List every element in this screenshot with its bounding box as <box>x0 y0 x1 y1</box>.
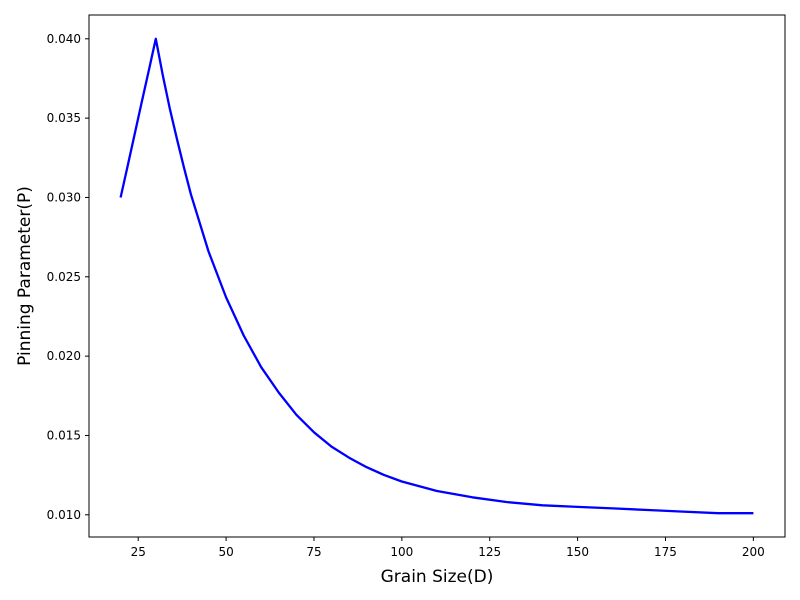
x-tick-label: 150 <box>566 545 589 559</box>
x-tick-label: 175 <box>654 545 677 559</box>
x-tick-label: 100 <box>390 545 413 559</box>
y-tick-label: 0.030 <box>47 190 81 204</box>
plot-frame <box>88 14 786 538</box>
x-tick-label: 75 <box>306 545 321 559</box>
y-tick-label: 0.035 <box>47 111 81 125</box>
plot-area <box>89 15 785 537</box>
y-axis-title: Pinning Parameter(P) <box>15 186 35 366</box>
series-layer <box>119 37 754 515</box>
x-axis-ticks: 25 50 75 100 125 150 175 200 <box>131 537 765 559</box>
y-axis-ticks: 0.010 0.015 0.020 0.025 0.030 0.035 0.040 <box>47 32 89 522</box>
x-tick-label: 25 <box>131 545 146 559</box>
y-tick-label: 0.015 <box>47 428 81 442</box>
y-tick-label: 0.020 <box>47 349 81 363</box>
y-tick-label: 0.040 <box>47 32 81 46</box>
x-tick-label: 125 <box>478 545 501 559</box>
y-tick-label: 0.025 <box>47 270 81 284</box>
y-tick-label: 0.010 <box>47 508 81 522</box>
x-tick-label: 200 <box>742 545 765 559</box>
x-tick-label: 50 <box>218 545 233 559</box>
series-line <box>119 37 754 515</box>
x-axis-title: Grain Size(D) <box>381 567 494 587</box>
